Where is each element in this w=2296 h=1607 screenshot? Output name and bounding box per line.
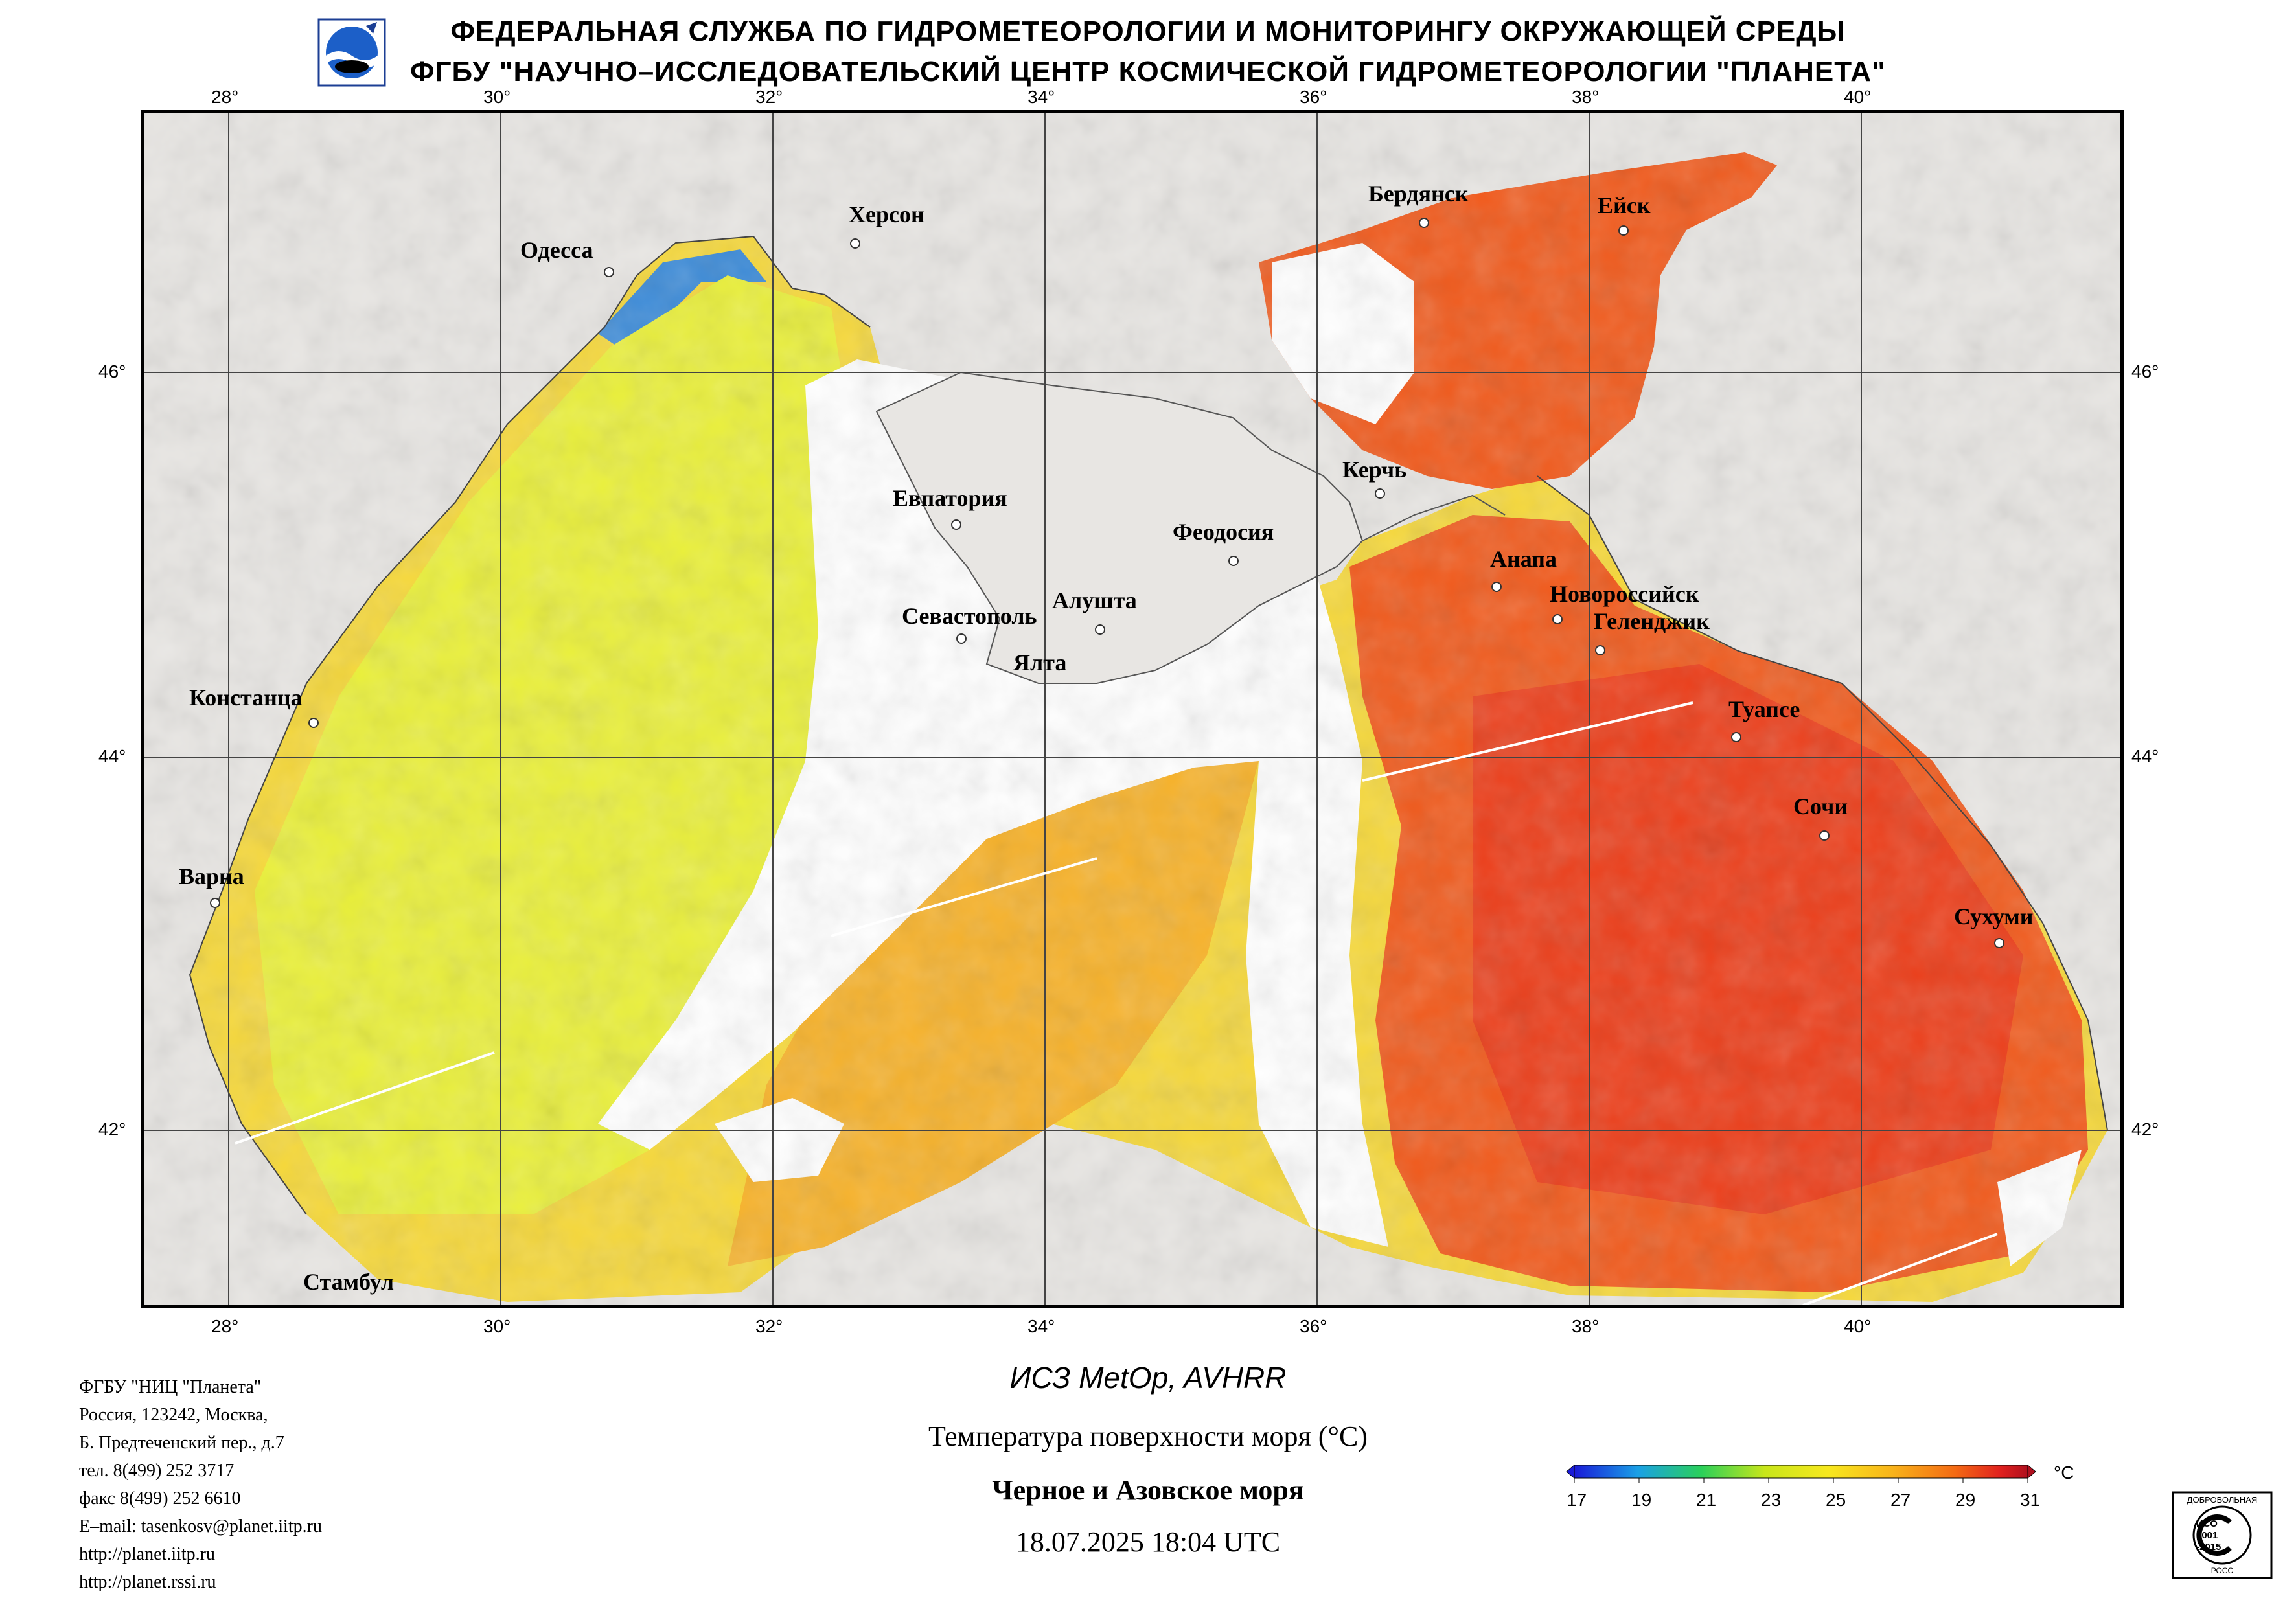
lon-tick-bottom: 34°: [1027, 1316, 1055, 1336]
temperature-colorbar: °C 17 19 21 23 25 27 29 31: [1555, 1457, 2074, 1529]
city-label-novorossiysk: Новороссийск: [1550, 581, 1699, 607]
city-label-kerch: Керчь: [1342, 457, 1407, 483]
contact-line: Б. Предтеченский пер., д.7: [79, 1433, 284, 1453]
city-label-sochi: Сочи: [1793, 793, 1848, 819]
colorbar-tick: 23: [1761, 1490, 1782, 1510]
city-label-varna: Варна: [179, 863, 244, 889]
texture-overlay: [144, 113, 2120, 1305]
colorbar-unit: °C: [2054, 1463, 2074, 1483]
lon-tick-bottom: 38°: [1572, 1316, 1600, 1336]
city-label-alushta: Алушта: [1052, 587, 1137, 613]
lon-tick-top: 38°: [1572, 87, 1600, 107]
contact-line: Россия, 123242, Москва,: [79, 1405, 268, 1425]
contact-email[interactable]: E–mail: tasenkosv@planet.iitp.ru: [79, 1516, 322, 1536]
satellite-title: ИСЗ MetOp, AVHRR: [1009, 1361, 1287, 1395]
contact-line: факс 8(499) 252 6610: [79, 1488, 241, 1509]
certificate-number: 9001: [2196, 1530, 2218, 1541]
contact-url[interactable]: http://planet.rssi.ru: [79, 1572, 216, 1592]
certificate-icon: [2172, 1491, 2273, 1579]
lon-tick-bottom: 40°: [1844, 1316, 1872, 1336]
contact-line: ФГБУ "НИЦ "Планета": [79, 1377, 262, 1397]
lat-tick-left: 42°: [98, 1119, 126, 1139]
sst-map: [141, 110, 2124, 1308]
colorbar-tick: 17: [1567, 1490, 1587, 1510]
observation-datetime: 18.07.2025 18:04 UTC: [1015, 1526, 1281, 1558]
certificate-bottom-text: РОСС: [2210, 1566, 2234, 1575]
map-canvas: [144, 113, 2120, 1305]
lat-tick-left: 44°: [98, 746, 126, 766]
certificate-iso: ИСО: [2196, 1518, 2218, 1529]
lat-tick-left: 46°: [98, 361, 126, 382]
center-title: ФГБУ "НАУЧНО–ИССЛЕДОВАТЕЛЬСКИЙ ЦЕНТР КОС…: [410, 56, 1886, 87]
colorbar-tick: 29: [1955, 1490, 1976, 1510]
caucasus-coast: [1362, 494, 1506, 541]
lon-tick-top: 32°: [755, 87, 783, 107]
contact-url[interactable]: http://planet.iitp.ru: [79, 1544, 215, 1564]
crimea-land: [875, 371, 1364, 684]
city-label-constanta: Констанца: [189, 685, 303, 711]
contact-line: тел. 8(499) 252 3717: [79, 1461, 235, 1481]
colorbar-gradient: [1574, 1465, 2028, 1479]
colorbar-tick: 25: [1826, 1490, 1846, 1510]
city-label-anapa: Анапа: [1490, 546, 1557, 572]
lon-tick-top: 28°: [211, 87, 239, 107]
colorbar-svg: [1566, 1464, 2036, 1483]
city-label-sevastopol: Севастополь: [902, 603, 1037, 629]
city-label-istanbul: Стамбул: [303, 1269, 395, 1295]
colorbar-arrow-left: [1566, 1464, 1575, 1479]
lon-tick-top: 30°: [483, 87, 511, 107]
lat-tick-right: 42°: [2131, 1119, 2159, 1139]
lon-tick-bottom: 36°: [1300, 1316, 1327, 1336]
city-label-sukhumi: Сухуми: [1954, 904, 2034, 929]
city-label-odessa: Одесса: [520, 237, 593, 263]
certificate-year: -2015: [2196, 1542, 2221, 1553]
region-title: Черное и Азовское моря: [992, 1474, 1304, 1506]
city-label-kherson: Херсон: [849, 201, 924, 227]
colorbar-tick: 19: [1631, 1490, 1652, 1510]
lon-tick-bottom: 32°: [755, 1316, 783, 1336]
lon-tick-top: 36°: [1300, 87, 1327, 107]
contact-info: ФГБУ "НИЦ "Планета" Россия, 123242, Моск…: [79, 1373, 322, 1596]
city-label-berdyansk: Бердянск: [1368, 181, 1469, 207]
city-label-yeysk: Ейск: [1598, 192, 1651, 218]
certificate-top-text: ДОБРОВОЛЬНАЯ: [2187, 1495, 2258, 1505]
swath-lines: [235, 701, 1998, 1305]
colorbar-tick: 31: [2020, 1490, 2041, 1510]
colorbar-tick: 27: [1890, 1490, 1911, 1510]
lon-tick-bottom: 30°: [483, 1316, 511, 1336]
colorbar-arrow-right: [2027, 1464, 2036, 1479]
colorbar-tick: 21: [1696, 1490, 1717, 1510]
city-label-evpatoria: Евпатория: [893, 485, 1007, 511]
planeta-logo-icon: [317, 18, 386, 87]
lat-tick-right: 44°: [2131, 746, 2159, 766]
lon-tick-bottom: 28°: [211, 1316, 239, 1336]
iso-certificate-badge: ДОБРОВОЛЬНАЯ ИСО 9001 -2015 РОСС: [2170, 1490, 2274, 1580]
city-label-feodosia: Феодосия: [1173, 519, 1274, 545]
city-label-tuapse: Туапсе: [1728, 696, 1800, 722]
city-label-yalta: Ялта: [1013, 650, 1067, 676]
product-title: Температура поверхности моря (°C): [928, 1420, 1368, 1452]
agency-title: ФЕДЕРАЛЬНАЯ СЛУЖБА ПО ГИДРОМЕТЕОРОЛОГИИ …: [450, 16, 1846, 47]
coastline: [189, 235, 2108, 1215]
city-label-gelendzhik: Геленджик: [1594, 608, 1710, 634]
lat-tick-right: 46°: [2131, 361, 2159, 382]
graticule: [144, 113, 2120, 1305]
lon-tick-top: 40°: [1844, 87, 1872, 107]
lon-tick-top: 34°: [1027, 87, 1055, 107]
